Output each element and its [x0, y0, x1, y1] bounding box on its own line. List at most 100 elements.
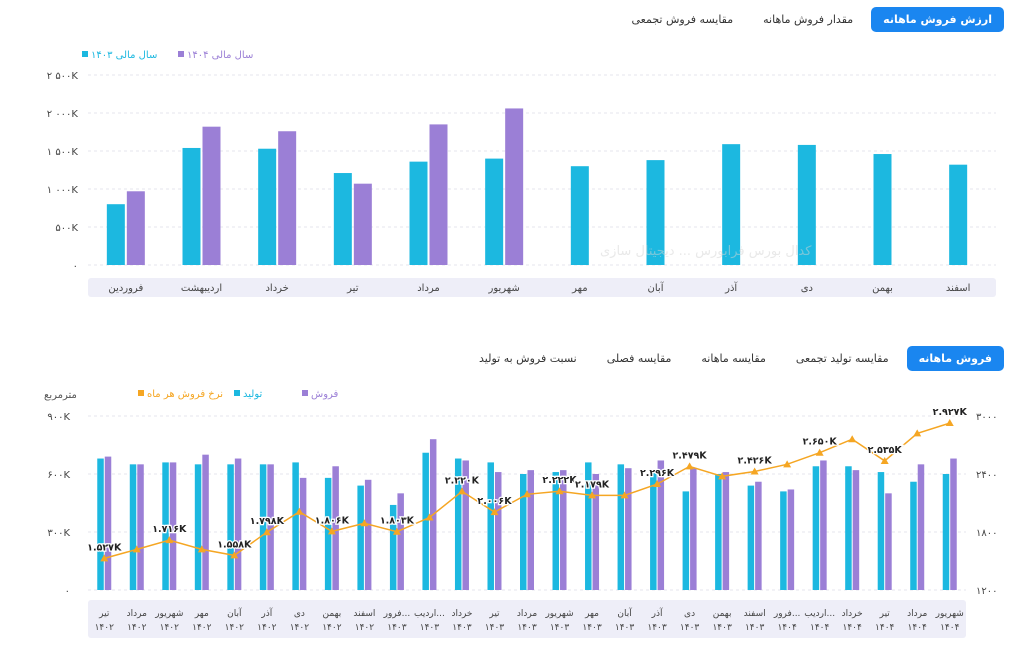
bottom-chart-tabs: فروش ماهانه مقایسه تولید تجمعی مقایسه ماها…: [467, 346, 1004, 371]
x-tick-month: شهریور: [935, 609, 964, 619]
bar-production: [520, 474, 527, 590]
bar-production: [97, 458, 104, 590]
x-axis-band: [88, 600, 966, 638]
bar-sales: [137, 464, 144, 590]
legend-swatch-1: [178, 51, 184, 57]
top-tab-2[interactable]: مقایسه فروش تجمعی: [631, 13, 734, 26]
bottom-tab-0[interactable]: فروش ماهانه: [906, 346, 1004, 371]
bar-production: [259, 464, 267, 590]
bar-1403: [409, 161, 428, 265]
legend: فروش تولید نرخ فروش هر ماه: [138, 389, 339, 400]
sales-rate-point: [945, 419, 954, 427]
top-tab-1[interactable]: مقدار فروش ماهانه: [763, 13, 854, 26]
bar-sales: [592, 474, 600, 590]
sales-rate-point: [523, 490, 531, 498]
bar-sales: [202, 454, 209, 590]
sales-rate-point: [880, 456, 889, 464]
x-tick-year: ۱۴۰۳: [680, 623, 700, 633]
legend-swatch-1: [234, 390, 240, 396]
bar-production: [715, 474, 722, 590]
x-tick-year: ۱۴۰۴: [875, 623, 895, 633]
bottom-tab-2[interactable]: مقایسه ماهانه: [701, 352, 766, 365]
y-left-tick-label: ۹۰۰K: [47, 412, 70, 423]
bar-1403: [646, 160, 665, 265]
bar-sales: [560, 470, 567, 590]
bottom-tab-3[interactable]: مقایسه فصلی: [606, 352, 672, 365]
x-tick-month: مهر: [584, 609, 599, 619]
sales-rate-label: ۲.۵۳۵K: [868, 445, 903, 456]
bar-production: [552, 472, 560, 590]
x-tick-year: ۱۴۰۳: [420, 623, 440, 633]
bottom-tab-4[interactable]: نسبت فروش به تولید: [479, 352, 577, 365]
sales-rate-point: [165, 536, 174, 544]
legend-label-0: سال مالی ۱۴۰۳: [91, 50, 157, 61]
bar-production: [357, 485, 364, 590]
sales-rate-label: ۱.۸۰۳K: [380, 516, 415, 527]
bar-production: [910, 481, 917, 590]
monthly-sales-value-chart: سال مالی ۱۴۰۴ سال مالی ۱۴۰۳ ۰ ۵۰۰K ۱ ۰۰۰K ۱ ۵…: [47, 50, 996, 297]
x-tick-label: دی: [801, 283, 813, 294]
x-tick-month: مرداد: [127, 609, 147, 619]
sales-rate-point: [295, 507, 304, 515]
x-tick-month: اسفند: [744, 609, 766, 619]
x-tick-month: بهمن: [323, 609, 342, 619]
sales-rate-point: [685, 462, 694, 470]
sales-rate-point: [620, 491, 629, 499]
x-tick-year: ۱۴۰۴: [810, 623, 830, 633]
bar-sales: [657, 460, 665, 590]
x-tick-year: ۱۴۰۲: [290, 623, 310, 633]
y-tick-label: ۱ ۵۰۰K: [47, 147, 79, 158]
bar-sales: [332, 466, 339, 590]
bar-sales: [852, 470, 860, 590]
sales-rate-point: [848, 435, 857, 443]
sales-rate-point: [457, 487, 466, 495]
sales-rate-label: ۲.۴۲۶K: [738, 455, 773, 466]
x-tick-month: تیر: [879, 609, 891, 619]
x-tick-month: مهر: [194, 609, 209, 619]
x-tick-year: ۱۴۰۳: [712, 623, 732, 633]
bar-1404: [429, 124, 448, 266]
bar-1403: [722, 144, 741, 265]
bar-sales: [950, 458, 957, 590]
x-tick-month: خرداد: [842, 609, 863, 619]
x-tick-label: آذر: [724, 281, 738, 294]
y-tick-label: ۵۰۰K: [55, 223, 78, 234]
x-tick-month: آبان: [227, 607, 242, 619]
x-tick-month: مرداد: [907, 609, 927, 619]
x-tick-year: ۱۴۰۳: [517, 623, 537, 633]
y-tick-label: ۲ ۰۰۰K: [47, 109, 79, 120]
sales-rate-point: [230, 551, 239, 559]
x-tick-month: اردیب...: [804, 609, 835, 619]
sales-rate-point: [913, 429, 922, 437]
x-tick-year: ۱۴۰۲: [257, 623, 277, 633]
monthly-sales-production-chart: مترمربع فروش تولید نرخ فروش هر ماه ۰ ۳۰۰K ۶۰۰K…: [44, 389, 997, 638]
top-chart-tabs: ارزش فروش ماهانه مقدار فروش ماهانه مقایسه …: [620, 7, 1004, 32]
x-tick-year: ۱۴۰۳: [387, 623, 407, 633]
top-tab-0[interactable]: ارزش فروش ماهانه: [871, 7, 1004, 32]
sales-rate-point: [392, 527, 401, 535]
x-tick-label: آبان: [648, 281, 665, 294]
bar-production: [162, 462, 169, 590]
bottom-tab-1[interactable]: مقایسه تولید تجمعی: [795, 352, 889, 365]
sales-rate-label: ۱.۷۹۸K: [250, 516, 285, 527]
sales-rate-point: [588, 491, 597, 499]
x-tick-month: تیر: [488, 609, 500, 619]
bar-production: [389, 504, 397, 590]
x-tick-label: مرداد: [417, 283, 440, 294]
bar-sales: [267, 464, 274, 590]
sales-rate-point: [100, 554, 109, 562]
bar-sales: [755, 481, 762, 590]
legend-swatch-2: [138, 390, 144, 396]
sales-rate-label: ۲.۱۷۹K: [575, 479, 610, 490]
x-tick-label: اردیبهشت: [181, 283, 222, 294]
bar-production: [747, 485, 755, 590]
x-tick-label: فروردین: [108, 283, 143, 294]
watermark-text: کدال بورس فرابورس ... دیجیتال سازی: [600, 244, 812, 259]
bar-sales: [690, 468, 697, 590]
bar-sales: [234, 458, 242, 590]
y-right-tick-label: ۲۴۰۰: [976, 470, 997, 481]
x-tick-year: ۱۴۰۳: [485, 623, 505, 633]
sales-rate-label: ۲.۹۲۷K: [933, 407, 968, 418]
sales-rate-label: ۲.۴۷۹K: [673, 450, 708, 461]
x-tick-year: ۱۴۰۳: [745, 623, 765, 633]
